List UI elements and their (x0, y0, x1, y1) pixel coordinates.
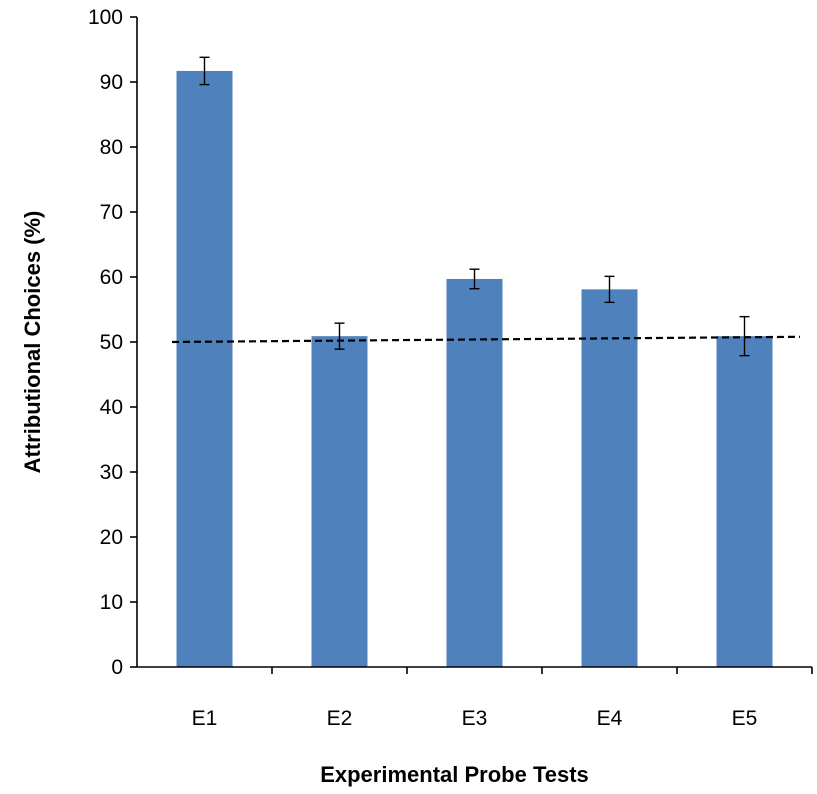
x-tick-label-E5: E5 (732, 707, 758, 730)
y-tick-label-4: 40 (100, 396, 123, 419)
error-bar-E1 (199, 56, 210, 86)
x-axis-ticks: E1 E2 E3 E4 E5 (192, 667, 813, 730)
y-tick-label-0: 0 (111, 656, 123, 679)
y-tick-label-6: 60 (100, 266, 123, 289)
y-tick-label-3: 30 (100, 461, 123, 484)
y-tick-label-2: 20 (100, 526, 123, 549)
y-axis-title: Attributional Choices (%) (20, 211, 45, 474)
x-tick-label-E4: E4 (597, 707, 623, 730)
y-axis-ticks: 0 10 20 30 40 50 60 70 80 90 100 (88, 6, 137, 679)
y-tick-label-1: 10 (100, 591, 123, 614)
error-bar-E5 (739, 315, 750, 357)
bar-E1 (176, 70, 233, 667)
y-tick-label-5: 50 (100, 331, 123, 354)
y-tick-label-8: 80 (100, 136, 123, 159)
x-tick-label-E3: E3 (462, 707, 488, 730)
x-tick-label-E2: E2 (327, 707, 353, 730)
error-bar-E4 (604, 275, 615, 304)
error-bar-E3 (469, 268, 480, 290)
reference-line (171, 335, 801, 344)
y-tick-label-9: 90 (100, 71, 123, 94)
y-tick-label-10: 100 (88, 6, 123, 29)
bars (176, 70, 773, 667)
error-bar-E2 (334, 322, 345, 350)
x-tick-label-E1: E1 (192, 707, 218, 730)
bar-E5 (716, 336, 773, 667)
error-bars (199, 56, 750, 357)
x-axis-title: Experimental Probe Tests (320, 762, 589, 787)
y-tick-label-7: 70 (100, 201, 123, 224)
bar-E2 (311, 336, 368, 667)
bar-E4 (581, 289, 638, 667)
bar-E3 (446, 278, 503, 667)
